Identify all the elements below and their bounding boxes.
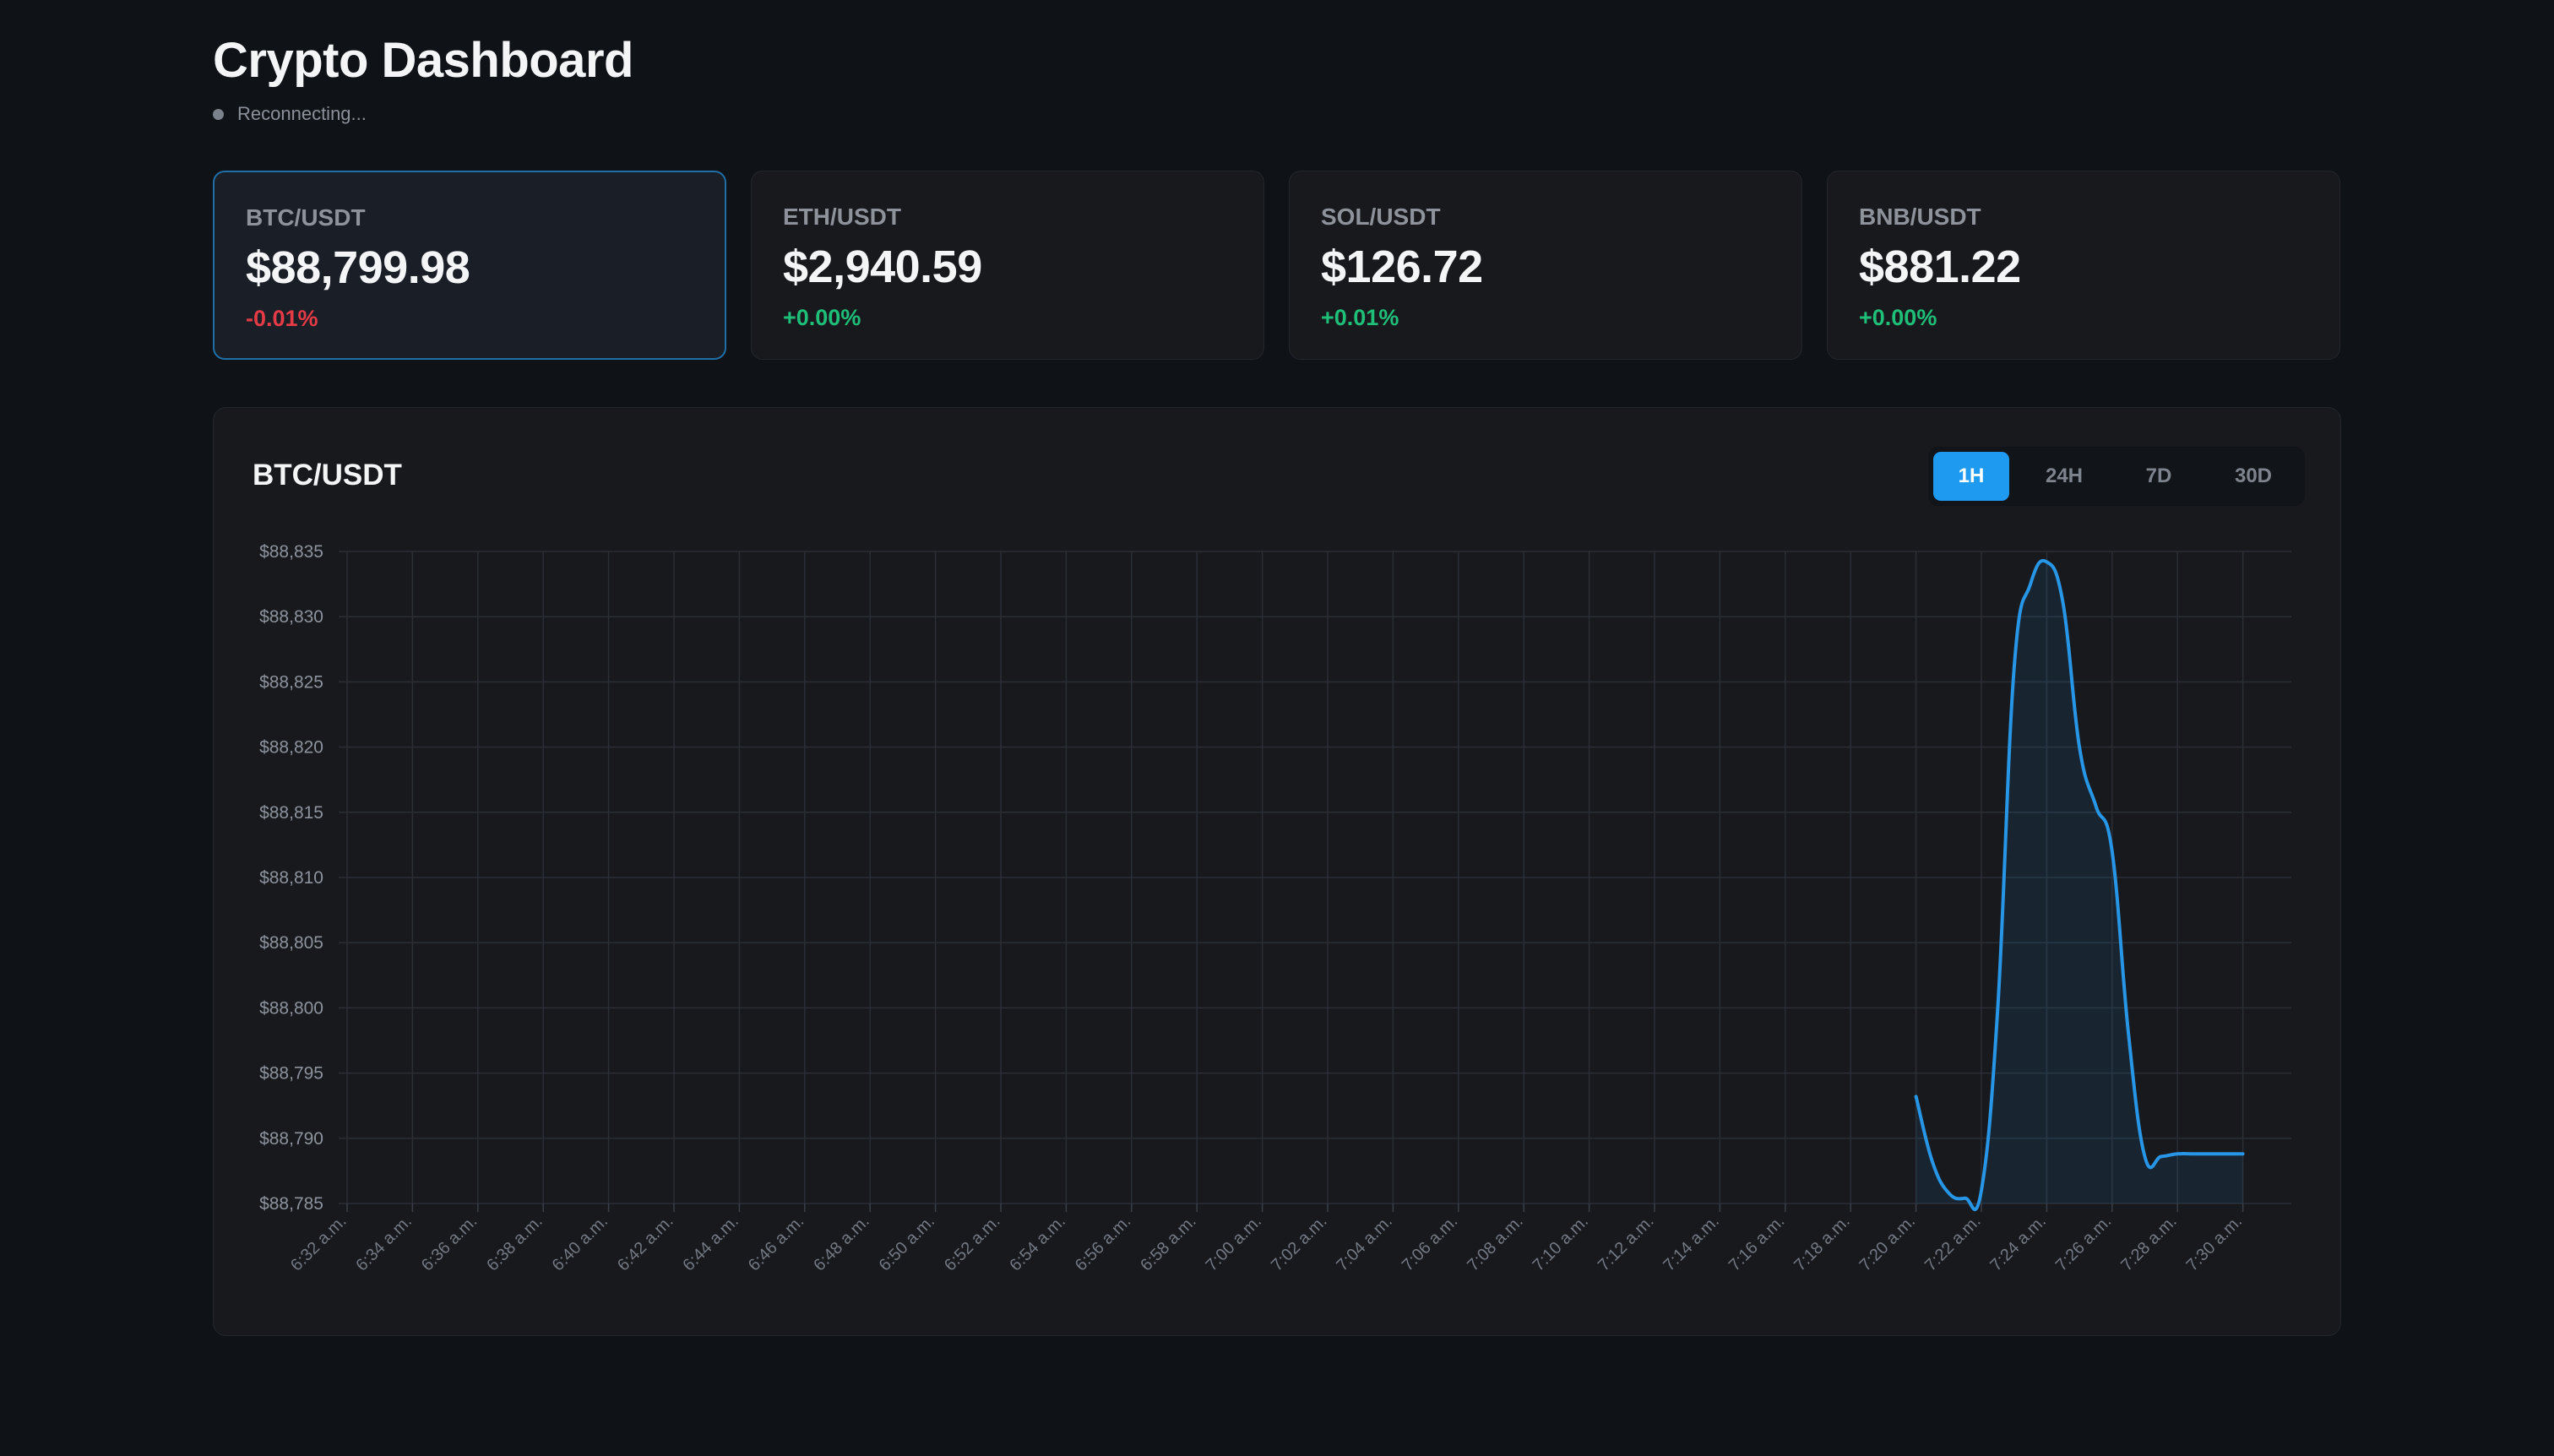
x-tick-label: 6:50 a.m.	[876, 1212, 939, 1275]
x-tick-label: 7:04 a.m.	[1333, 1212, 1396, 1275]
ticker-change: +0.00%	[783, 305, 861, 330]
x-tick-label: 6:40 a.m.	[549, 1212, 612, 1275]
ticker-pair: ETH/USDT	[783, 204, 901, 230]
ticker-pair: BTC/USDT	[246, 204, 366, 231]
x-tick-label: 6:52 a.m.	[941, 1212, 1004, 1275]
y-tick-label: $88,815	[259, 803, 323, 823]
range-button-30d[interactable]: 30D	[2234, 465, 2273, 487]
connection-status: Reconnecting...	[213, 103, 367, 125]
range-button-7d[interactable]: 7D	[2145, 465, 2172, 487]
x-tick-label: 7:10 a.m.	[1530, 1212, 1593, 1275]
x-tick-label: 6:56 a.m.	[1072, 1212, 1135, 1275]
y-tick-label: $88,830	[259, 607, 323, 627]
ticker-pair: BNB/USDT	[1859, 204, 1981, 230]
price-line-chart: $88,785 $88,790 $88,795 $88,800 $88,805 $88,8…	[259, 542, 2291, 1275]
chart-title: BTC/USDT	[253, 459, 402, 492]
x-tick-label: 7:24 a.m.	[1986, 1212, 2050, 1275]
range-button-24h[interactable]: 24H	[2045, 465, 2084, 487]
ticker-card-btc[interactable]: BTC/USDT $88,799.98 -0.01%	[213, 171, 726, 360]
y-tick-label: $88,835	[259, 542, 323, 562]
y-tick-label: $88,790	[259, 1129, 323, 1149]
x-tick-label: 6:42 a.m.	[614, 1212, 677, 1275]
x-tick-label: 7:12 a.m.	[1595, 1212, 1658, 1275]
x-tick-label: 6:58 a.m.	[1137, 1212, 1200, 1275]
status-dot-icon	[213, 108, 224, 120]
x-tick-label: 7:16 a.m.	[1725, 1212, 1789, 1275]
x-tick-label: 7:08 a.m.	[1464, 1212, 1527, 1275]
ticker-price: $881.22	[1859, 242, 2021, 292]
y-tick-label: $88,820	[259, 738, 323, 758]
x-tick-label: 7:26 a.m.	[2052, 1212, 2116, 1275]
ticker-card-sol[interactable]: SOL/USDT $126.72 +0.01%	[1289, 171, 1802, 360]
x-tick-label: 7:02 a.m.	[1268, 1212, 1331, 1275]
range-button-1h[interactable]: 1H	[1933, 452, 2009, 501]
ticker-card-bnb[interactable]: BNB/USDT $881.22 +0.00%	[1827, 171, 2340, 360]
x-tick-label: 6:48 a.m.	[810, 1212, 873, 1275]
y-tick-label: $88,810	[259, 868, 323, 888]
ticker-cards: BTC/USDT $88,799.98 -0.01% ETH/USDT $2,9…	[213, 171, 2341, 361]
y-tick-label: $88,825	[259, 672, 323, 692]
y-tick-label: $88,785	[259, 1194, 323, 1214]
ticker-pair: SOL/USDT	[1321, 204, 1441, 230]
x-tick-label: 6:44 a.m.	[679, 1212, 742, 1275]
status-text: Reconnecting...	[237, 103, 367, 124]
x-tick-label: 6:34 a.m.	[352, 1212, 416, 1275]
ticker-change: -0.01%	[246, 306, 318, 331]
x-tick-label: 7:06 a.m.	[1399, 1212, 1462, 1275]
price-chart-panel: BTC/USDT 1H 24H 7D 30D $88,785 $88,790 $88…	[213, 407, 2341, 1336]
series-area	[1916, 560, 2243, 1210]
x-tick-label: 7:30 a.m.	[2183, 1212, 2247, 1275]
x-tick-label: 7:28 a.m.	[2117, 1212, 2181, 1275]
ticker-price: $88,799.98	[246, 242, 470, 293]
x-tick-label: 6:36 a.m.	[418, 1212, 481, 1275]
x-tick-label: 6:32 a.m.	[287, 1212, 350, 1275]
x-tick-label: 7:20 a.m.	[1856, 1212, 1920, 1275]
x-tick-label: 6:54 a.m.	[1006, 1212, 1069, 1275]
x-tick-label: 7:22 a.m.	[1921, 1212, 1985, 1275]
y-tick-label: $88,795	[259, 1064, 323, 1084]
x-tick-label: 7:00 a.m.	[1203, 1212, 1266, 1275]
x-tick-label: 6:38 a.m.	[483, 1212, 546, 1275]
ticker-change: +0.01%	[1321, 305, 1399, 330]
series-line	[1914, 558, 2245, 1212]
ticker-price: $126.72	[1321, 242, 1483, 292]
ticker-change: +0.00%	[1859, 305, 1937, 330]
ticker-price: $2,940.59	[783, 242, 982, 292]
x-tick-label: 7:14 a.m.	[1660, 1212, 1723, 1275]
y-tick-label: $88,805	[259, 933, 323, 953]
time-range-selector: 1H 24H 7D 30D	[1928, 447, 2305, 506]
x-tick-label: 7:18 a.m.	[1791, 1212, 1854, 1275]
y-tick-label: $88,800	[259, 998, 323, 1018]
x-tick-label: 6:46 a.m.	[745, 1212, 808, 1275]
page-title: Crypto Dashboard	[213, 33, 633, 88]
ticker-card-eth[interactable]: ETH/USDT $2,940.59 +0.00%	[751, 171, 1264, 360]
